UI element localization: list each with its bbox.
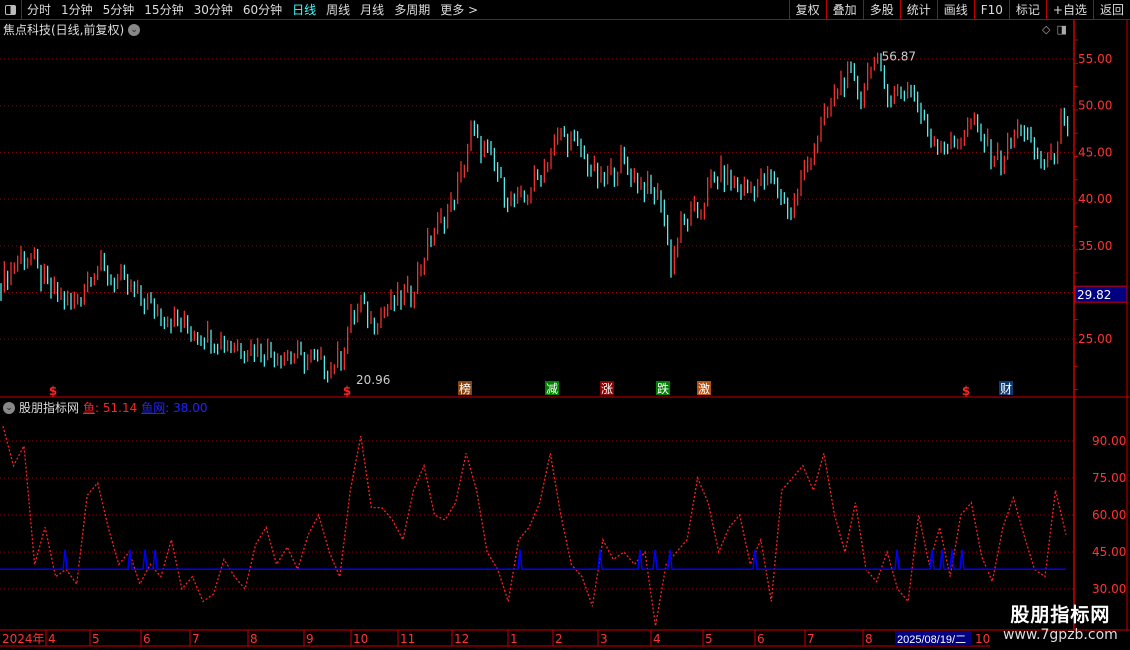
period-tab[interactable]: 1分钟 <box>61 3 93 17</box>
signal-badge <box>999 381 1013 395</box>
toolbar-button[interactable]: 画线 <box>936 0 974 20</box>
date-label: 10 <box>975 632 990 646</box>
signal-badge-text: 减 <box>546 382 558 396</box>
signal-badge-text: 跌 <box>657 381 669 396</box>
signal-badge-text: 激 <box>698 382 710 396</box>
cursor-date-box <box>895 631 971 646</box>
diamond-icon[interactable]: ◇ <box>1042 23 1051 36</box>
toolbar-button[interactable]: 标记 <box>1008 0 1046 20</box>
toolbar-button[interactable]: 统计 <box>899 0 937 20</box>
high-price-annotation: 56.87 <box>882 50 916 64</box>
date-label: 3 <box>600 632 608 646</box>
signal-badge <box>458 381 472 395</box>
date-label: 5 <box>705 632 713 646</box>
period-tab[interactable]: 15分钟 <box>144 3 184 17</box>
current-price-label: 29.82 <box>1077 288 1111 302</box>
signal-dollar: $ <box>49 384 57 398</box>
date-label: 2024年 <box>2 632 45 646</box>
watermark: 股朋指标网 www.7gpzb.com <box>1003 600 1118 643</box>
date-label: 5 <box>92 632 100 646</box>
period-tab[interactable]: 30分钟 <box>193 3 233 17</box>
low-price-annotation: 20.96 <box>356 373 390 387</box>
period-tab[interactable]: 月线 <box>360 3 385 17</box>
toolbar-button[interactable]: 返回 <box>1092 0 1130 20</box>
indicator-tick-label: 75.00 <box>1092 471 1126 485</box>
date-label: 8 <box>865 632 873 646</box>
date-label: 4 <box>48 632 56 646</box>
current-price-box <box>1074 285 1128 303</box>
period-tab[interactable]: 分时 <box>27 3 52 17</box>
toolbar-button[interactable]: 复权 <box>788 0 826 20</box>
signal-badge <box>656 381 670 395</box>
date-label: 9 <box>306 632 314 646</box>
signal-badge <box>697 381 711 395</box>
chevron-down-icon[interactable]: ⌄ <box>128 23 141 36</box>
layout-toggle-button[interactable] <box>0 0 22 20</box>
panel-icon <box>5 4 16 15</box>
date-label: 11 <box>400 632 415 646</box>
signal-badge-text: 榜 <box>459 381 471 396</box>
date-label: 1 <box>510 632 518 646</box>
toolbar-button[interactable]: +自选 <box>1045 0 1093 20</box>
indicator-tick-label: 45.00 <box>1092 545 1126 559</box>
period-tab[interactable]: 更多 > <box>440 3 479 17</box>
line1-label: 鱼 <box>83 401 96 415</box>
line2-value: : 38.00 <box>165 401 208 415</box>
date-label: 6 <box>757 632 765 646</box>
date-label: 7 <box>192 632 200 646</box>
period-tab[interactable]: 多周期 <box>394 3 431 17</box>
period-tab[interactable]: 日线 <box>292 3 317 17</box>
price-tick-label: 50.00 <box>1078 99 1112 113</box>
date-label: 4 <box>653 632 661 646</box>
price-tick-label: 55.00 <box>1078 52 1112 66</box>
signal-badge-text: 财 <box>1000 382 1012 396</box>
indicator-line-yu <box>2 426 1067 627</box>
toolbar-button[interactable]: F10 <box>973 0 1009 20</box>
date-label: 6 <box>143 632 151 646</box>
panel-icon[interactable]: ◨ <box>1056 23 1067 36</box>
indicator-tick-label: 60.00 <box>1092 508 1126 522</box>
signal-badge-text: 涨 <box>601 381 613 396</box>
price-tick-label: 25.00 <box>1078 332 1112 346</box>
chevron-down-icon[interactable]: ⌄ <box>3 401 15 414</box>
date-label: 12 <box>454 632 469 646</box>
signal-badge <box>545 381 559 395</box>
date-label: 8 <box>250 632 258 646</box>
toolbar: 分时 1分钟 5分钟 15分钟 30分钟 60分钟 日线 周线 月线 多周期 更多 > 复权 叠加 多股… <box>0 0 1130 20</box>
stock-title-text: 焦点科技(日线,前复权) <box>3 23 125 37</box>
price-tick-label: 40.00 <box>1078 192 1112 206</box>
price-tick-label: 45.00 <box>1078 145 1112 159</box>
signal-badge <box>600 381 614 395</box>
price-tick-label: 35.00 <box>1078 239 1112 253</box>
indicator-name[interactable]: 股朋指标网 <box>19 401 80 415</box>
date-label: 7 <box>807 632 815 646</box>
date-label: 2 <box>555 632 563 646</box>
line2-label: 鱼网 <box>141 401 166 415</box>
indicator-legend: ⌄ 股朋指标网 鱼: 51.14 鱼网: 38.00 <box>3 399 207 416</box>
period-tab[interactable]: 60分钟 <box>242 3 283 17</box>
watermark-name: 股朋指标网 <box>1010 604 1111 626</box>
cursor-date: 2025/08/19/二 <box>897 634 966 646</box>
signal-dollar: $ <box>343 384 351 398</box>
indicator-line-yuwang <box>0 549 1066 571</box>
period-tab[interactable]: 周线 <box>326 3 351 17</box>
toolbar-button[interactable]: 叠加 <box>825 0 863 20</box>
stock-title[interactable]: 焦点科技(日线,前复权) ⌄ <box>3 21 141 38</box>
watermark-url: www.7gpzb.com <box>1003 627 1118 643</box>
indicator-tick-label: 30.00 <box>1092 582 1126 596</box>
indicator-tick-label: 90.00 <box>1092 434 1126 448</box>
signal-dollar: $ <box>962 384 970 398</box>
line1-value: : 51.14 <box>95 401 138 415</box>
period-tab[interactable]: 5分钟 <box>102 3 135 17</box>
toolbar-button[interactable]: 多股 <box>862 0 900 20</box>
date-label: 10 <box>353 632 368 646</box>
